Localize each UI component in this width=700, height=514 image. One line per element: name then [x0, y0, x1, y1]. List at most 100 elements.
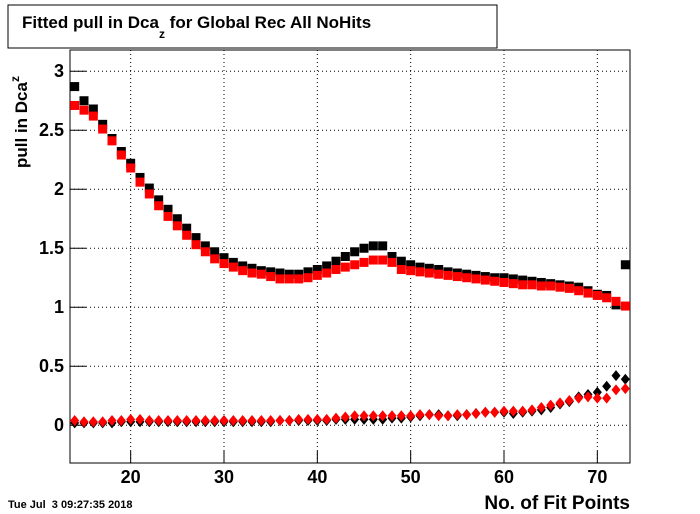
square-marker: [424, 263, 434, 273]
square-marker: [228, 257, 238, 267]
square-marker: [350, 247, 360, 257]
square-marker: [200, 247, 210, 257]
square-marker: [620, 301, 630, 311]
square-marker: [135, 177, 145, 187]
square-marker: [182, 223, 192, 233]
diamond-marker: [592, 386, 602, 398]
square-marker: [434, 264, 444, 274]
diamond-marker: [284, 415, 294, 427]
diamond-marker: [312, 413, 322, 425]
square-marker: [434, 269, 444, 279]
square-marker: [200, 241, 210, 251]
square-marker: [238, 261, 248, 271]
square-marker: [508, 274, 518, 284]
y-tick-label: 2.5: [39, 120, 64, 140]
square-marker: [508, 279, 518, 289]
diamond-marker: [228, 415, 238, 427]
square-marker: [480, 275, 490, 285]
square-marker: [322, 261, 332, 271]
square-marker: [592, 290, 602, 300]
square-marker: [471, 274, 481, 284]
square-marker: [247, 263, 257, 273]
x-tick-label: 20: [121, 467, 141, 487]
square-marker: [275, 268, 285, 278]
y-label-subscript: z: [8, 76, 22, 82]
square-marker: [266, 272, 276, 282]
square-marker: [210, 254, 220, 264]
diamond-marker: [508, 405, 518, 417]
y-tick-label: 1: [54, 297, 64, 317]
diamond-marker: [79, 416, 89, 428]
square-marker: [88, 111, 98, 121]
diamond-marker: [294, 413, 304, 425]
square-marker: [602, 293, 612, 303]
diamond-marker: [200, 415, 210, 427]
diamond-marker: [555, 397, 565, 409]
square-marker: [527, 280, 537, 290]
square-marker: [172, 214, 182, 224]
diamond-marker: [98, 416, 108, 428]
diamond-marker: [368, 410, 378, 422]
title-box: [7, 4, 498, 49]
diamond-marker: [518, 405, 528, 417]
diamond-marker: [490, 406, 500, 418]
diamond-marker: [303, 413, 313, 425]
square-marker: [266, 267, 276, 277]
title-rest: for Global Rec All NoHits: [165, 13, 371, 32]
diamond-marker: [406, 410, 416, 422]
diamond-marker: [238, 415, 248, 427]
diamond-marker: [546, 399, 556, 411]
x-tick-label: 70: [587, 467, 607, 487]
square-marker: [583, 288, 593, 298]
x-tick-label: 50: [401, 467, 421, 487]
diamond-marker: [144, 415, 154, 427]
diamond-marker: [471, 407, 481, 419]
diamond-marker: [88, 416, 98, 428]
square-marker: [182, 230, 192, 240]
diamond-marker: [574, 392, 584, 404]
square-marker: [574, 286, 584, 296]
y-label-main: pull in Dca: [12, 82, 31, 169]
square-marker: [228, 262, 238, 272]
y-tick-label: 1.5: [39, 238, 64, 258]
square-marker: [368, 241, 378, 251]
square-marker: [191, 233, 201, 243]
square-marker: [406, 260, 416, 270]
square-marker: [154, 201, 164, 211]
square-marker: [555, 282, 565, 292]
square-marker: [387, 257, 397, 267]
diamond-marker: [163, 415, 173, 427]
diamond-marker: [135, 413, 145, 425]
diamond-marker: [583, 391, 593, 403]
y-axis-label: pull in Dcaz: [8, 76, 31, 168]
square-marker: [284, 269, 294, 279]
diamond-marker: [424, 409, 434, 421]
diamond-marker: [70, 415, 80, 427]
square-marker: [611, 296, 621, 306]
square-marker: [191, 240, 201, 250]
square-marker: [499, 273, 509, 283]
square-marker: [238, 266, 248, 276]
square-marker: [415, 267, 425, 277]
square-marker: [154, 195, 164, 205]
square-marker: [210, 247, 220, 257]
square-marker: [79, 96, 89, 106]
square-marker: [219, 253, 229, 263]
y-tick-label: 2: [54, 179, 64, 199]
diamond-marker: [359, 410, 369, 422]
y-tick-label: 0: [54, 415, 64, 435]
diamond-marker: [107, 415, 117, 427]
diamond-marker: [350, 410, 360, 422]
square-marker: [518, 280, 528, 290]
square-marker: [303, 273, 313, 283]
title-main: Fitted pull in Dca: [22, 13, 159, 32]
x-tick-label: 40: [307, 467, 327, 487]
diamond-marker: [415, 409, 425, 421]
diamond-marker: [480, 406, 490, 418]
square-marker: [144, 189, 154, 199]
square-marker: [163, 204, 173, 214]
title-subscript: z: [159, 27, 165, 41]
square-marker: [415, 262, 425, 272]
square-marker: [396, 256, 406, 266]
